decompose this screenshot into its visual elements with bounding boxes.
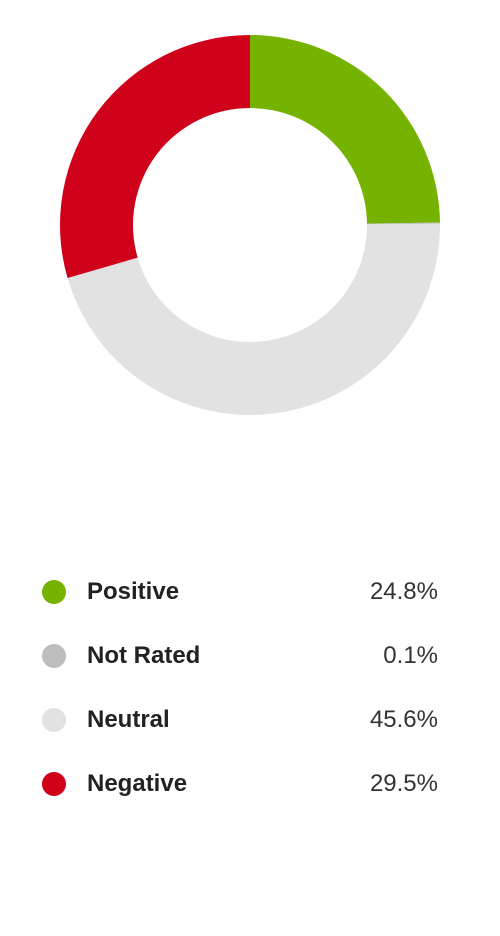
donut-chart bbox=[60, 35, 440, 415]
donut-slice-negative bbox=[60, 35, 250, 279]
donut-slice-positive bbox=[250, 35, 440, 224]
legend-item: Neutral 45.6% bbox=[42, 688, 442, 752]
legend-value: 24.8% bbox=[369, 578, 438, 605]
legend-item: Negative 29.5% bbox=[42, 752, 442, 816]
donut-slice-not-rated bbox=[366, 222, 440, 225]
legend-label: Positive bbox=[87, 578, 180, 605]
legend-value: 29.5% bbox=[369, 770, 438, 797]
legend-swatch bbox=[42, 708, 66, 732]
legend-label: Negative bbox=[87, 770, 188, 797]
legend-value: 45.6% bbox=[369, 706, 438, 733]
legend-swatch bbox=[42, 772, 66, 796]
legend-item: Positive 24.8% bbox=[42, 560, 442, 624]
legend-label: Neutral bbox=[87, 706, 170, 733]
chart-legend: Positive 24.8% Not Rated 0.1% Neutral 45.6% Ne… bbox=[42, 560, 442, 816]
legend-item: Not Rated 0.1% bbox=[42, 624, 442, 688]
legend-swatch bbox=[42, 644, 66, 668]
donut-slice-neutral bbox=[67, 223, 440, 415]
legend-swatch bbox=[42, 580, 66, 604]
legend-value: 0.1% bbox=[383, 642, 438, 669]
legend-label: Not Rated bbox=[87, 642, 201, 669]
